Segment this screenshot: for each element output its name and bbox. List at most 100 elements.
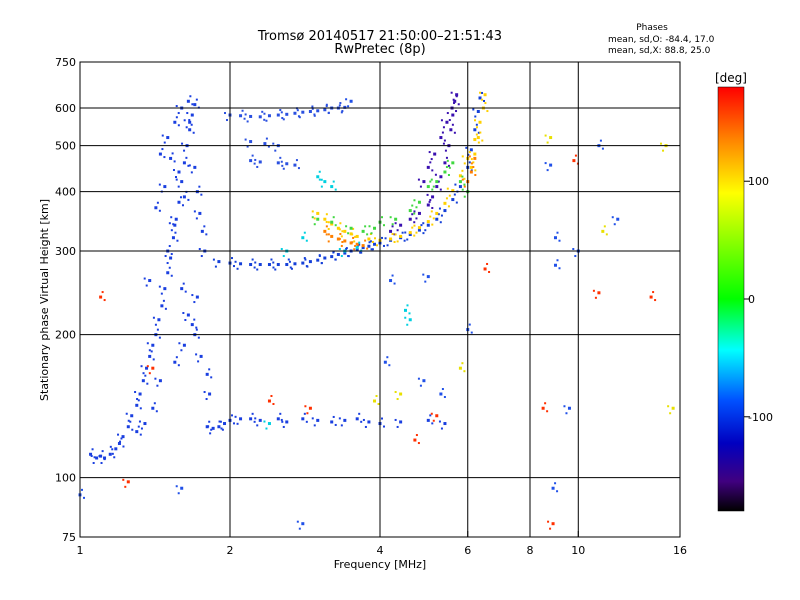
data-point — [411, 226, 414, 229]
data-point — [408, 318, 412, 322]
data-point — [455, 110, 458, 113]
data-point — [173, 120, 177, 124]
data-point — [347, 105, 350, 108]
data-point — [553, 263, 557, 267]
data-point — [371, 248, 374, 251]
data-point — [301, 236, 305, 240]
data-point — [549, 136, 553, 140]
data-point — [413, 210, 416, 213]
data-point — [195, 217, 198, 220]
data-point — [334, 258, 337, 261]
data-point — [439, 175, 443, 179]
data-point — [139, 407, 142, 410]
data-point — [285, 162, 289, 166]
data-point — [667, 405, 670, 408]
data-point — [256, 165, 259, 168]
data-point — [445, 120, 449, 124]
chart-title: Tromsø 20140517 21:50:00–21:51:43 — [257, 29, 502, 44]
data-point — [143, 422, 147, 426]
data-point — [249, 417, 253, 421]
data-point — [361, 244, 365, 248]
data-point — [454, 183, 457, 186]
data-point — [143, 277, 146, 280]
data-point — [168, 245, 171, 248]
data-point — [443, 396, 446, 399]
data-point — [354, 244, 357, 247]
data-point — [161, 148, 164, 151]
data-point — [475, 133, 478, 136]
data-point — [453, 193, 456, 196]
data-point — [172, 169, 175, 172]
data-point — [303, 257, 306, 260]
data-point — [323, 217, 327, 221]
data-point — [134, 391, 137, 394]
data-point — [336, 252, 340, 256]
data-point — [298, 527, 301, 530]
data-point — [426, 418, 430, 422]
data-points — [78, 91, 675, 530]
data-point — [162, 299, 165, 302]
data-point — [224, 112, 226, 115]
phases-header: Phases — [636, 23, 668, 33]
data-point — [343, 239, 347, 243]
data-point — [169, 256, 173, 260]
data-point — [470, 169, 473, 172]
data-point — [371, 241, 374, 244]
data-point — [296, 520, 299, 523]
data-point — [461, 155, 464, 158]
data-point — [351, 233, 354, 236]
data-point — [551, 486, 555, 490]
data-point — [313, 113, 316, 116]
data-point — [649, 295, 653, 299]
data-point — [301, 417, 305, 421]
data-point — [117, 433, 120, 436]
data-point — [549, 163, 553, 167]
data-point — [166, 136, 170, 140]
data-point — [476, 136, 480, 140]
data-point — [173, 360, 177, 364]
data-point — [207, 425, 210, 428]
data-point — [355, 234, 359, 238]
data-point — [272, 403, 275, 406]
data-point — [244, 138, 247, 141]
data-point — [399, 392, 403, 396]
data-point — [435, 217, 439, 221]
data-point — [473, 138, 477, 142]
data-point — [367, 244, 371, 248]
x-axis-label: Frequency [MHz] — [334, 558, 426, 571]
data-point — [443, 422, 447, 426]
data-point — [368, 241, 371, 244]
data-point — [122, 445, 125, 448]
data-point — [267, 114, 271, 118]
data-point — [470, 162, 473, 165]
colorbar-tick-label: -100 — [748, 411, 773, 424]
data-point — [370, 248, 373, 251]
data-point — [267, 145, 270, 148]
data-point — [445, 166, 448, 169]
data-point — [404, 231, 407, 234]
data-point — [256, 424, 259, 427]
x-tick-label: 2 — [227, 544, 234, 557]
data-point — [99, 295, 103, 299]
data-point — [370, 232, 373, 235]
colorbar-tick-label: 0 — [748, 293, 755, 306]
data-point — [349, 99, 353, 103]
data-point — [572, 159, 576, 163]
data-point — [486, 262, 489, 265]
data-point — [311, 105, 314, 108]
data-point — [463, 185, 466, 188]
data-point — [481, 98, 484, 101]
data-point — [332, 216, 335, 219]
data-point — [429, 180, 432, 183]
data-point — [295, 159, 298, 162]
data-point — [422, 222, 425, 225]
data-point — [177, 200, 181, 204]
data-point — [394, 233, 397, 236]
data-point — [366, 233, 369, 236]
data-point — [355, 248, 359, 252]
data-point — [244, 113, 247, 116]
data-point — [448, 194, 451, 197]
data-point — [306, 412, 309, 415]
data-point — [359, 251, 362, 254]
data-point — [572, 248, 575, 251]
